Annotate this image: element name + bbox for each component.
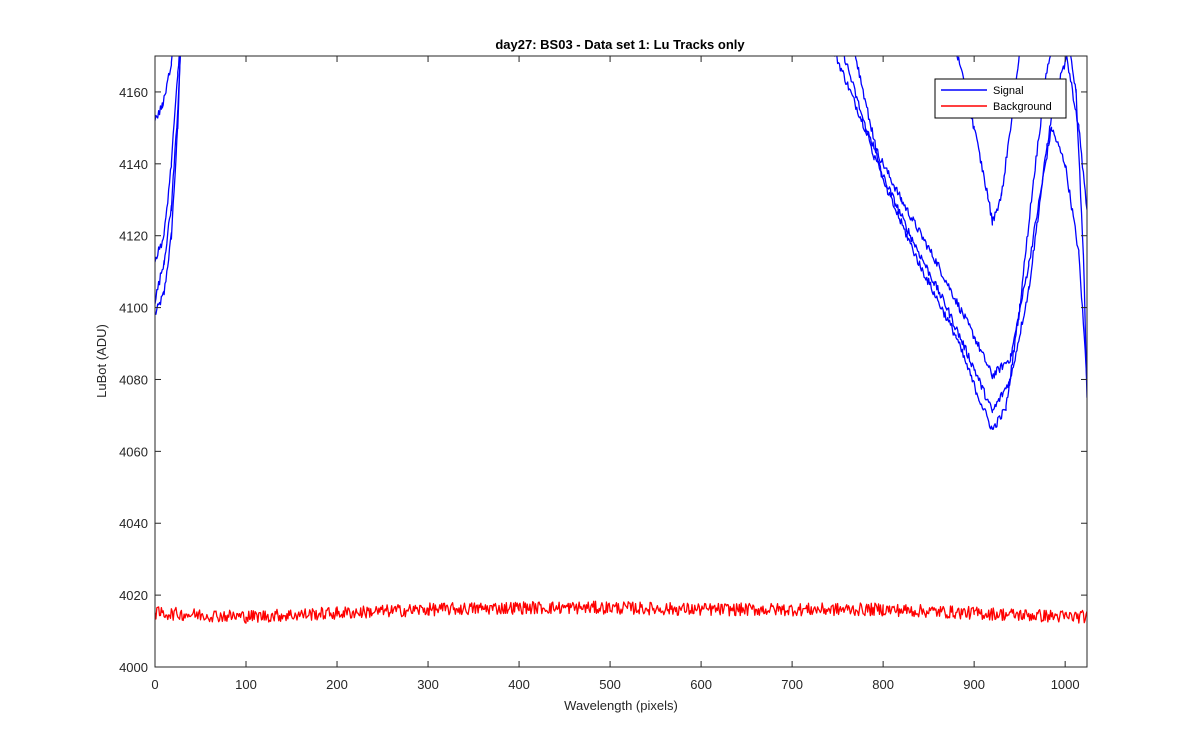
background-series-line — [155, 600, 1087, 624]
y-tick-label: 4040 — [119, 516, 148, 531]
x-tick-label: 1000 — [1051, 677, 1080, 692]
legend-label-signal: Signal — [993, 85, 1024, 97]
chart-title: day27: BS03 - Data set 1: Lu Tracks only — [495, 37, 745, 52]
y-tick-label: 4020 — [119, 588, 148, 603]
signal-series-line-3 — [155, 56, 1052, 430]
signal-series-line-1 — [155, 56, 1087, 383]
x-tick-label: 400 — [508, 677, 530, 692]
x-tick-label: 200 — [326, 677, 348, 692]
x-tick-label: 500 — [599, 677, 621, 692]
y-tick-label: 4000 — [119, 660, 148, 675]
y-tick-label: 4140 — [119, 157, 148, 172]
legend-label-background: Background — [993, 101, 1052, 113]
y-tick-label: 4160 — [119, 85, 148, 100]
y-tick-label: 4100 — [119, 301, 148, 316]
y-tick-label: 4120 — [119, 229, 148, 244]
axes-box — [154, 55, 1088, 668]
x-tick-label: 100 — [235, 677, 257, 692]
y-axis-label: LuBot (ADU) — [94, 324, 109, 398]
x-axis: 0 100 200 300 400 500 600 700 800 900 1000 — [151, 56, 1080, 692]
signal-series-line-2 — [155, 56, 1087, 414]
x-tick-label: 600 — [690, 677, 712, 692]
y-tick-label: 4060 — [119, 444, 148, 459]
x-axis-label: Wavelength (pixels) — [564, 698, 678, 713]
legend: Signal Background — [934, 78, 1067, 119]
x-tick-label: 0 — [151, 677, 158, 692]
x-tick-label: 900 — [963, 677, 985, 692]
x-tick-label: 800 — [872, 677, 894, 692]
y-tick-label: 4080 — [119, 372, 148, 387]
legend-box — [934, 78, 1067, 119]
x-tick-label: 700 — [781, 677, 803, 692]
x-tick-label: 300 — [417, 677, 439, 692]
y-axis: 4000 4020 4040 4060 4080 4100 4120 4140 4160 — [119, 85, 1087, 675]
